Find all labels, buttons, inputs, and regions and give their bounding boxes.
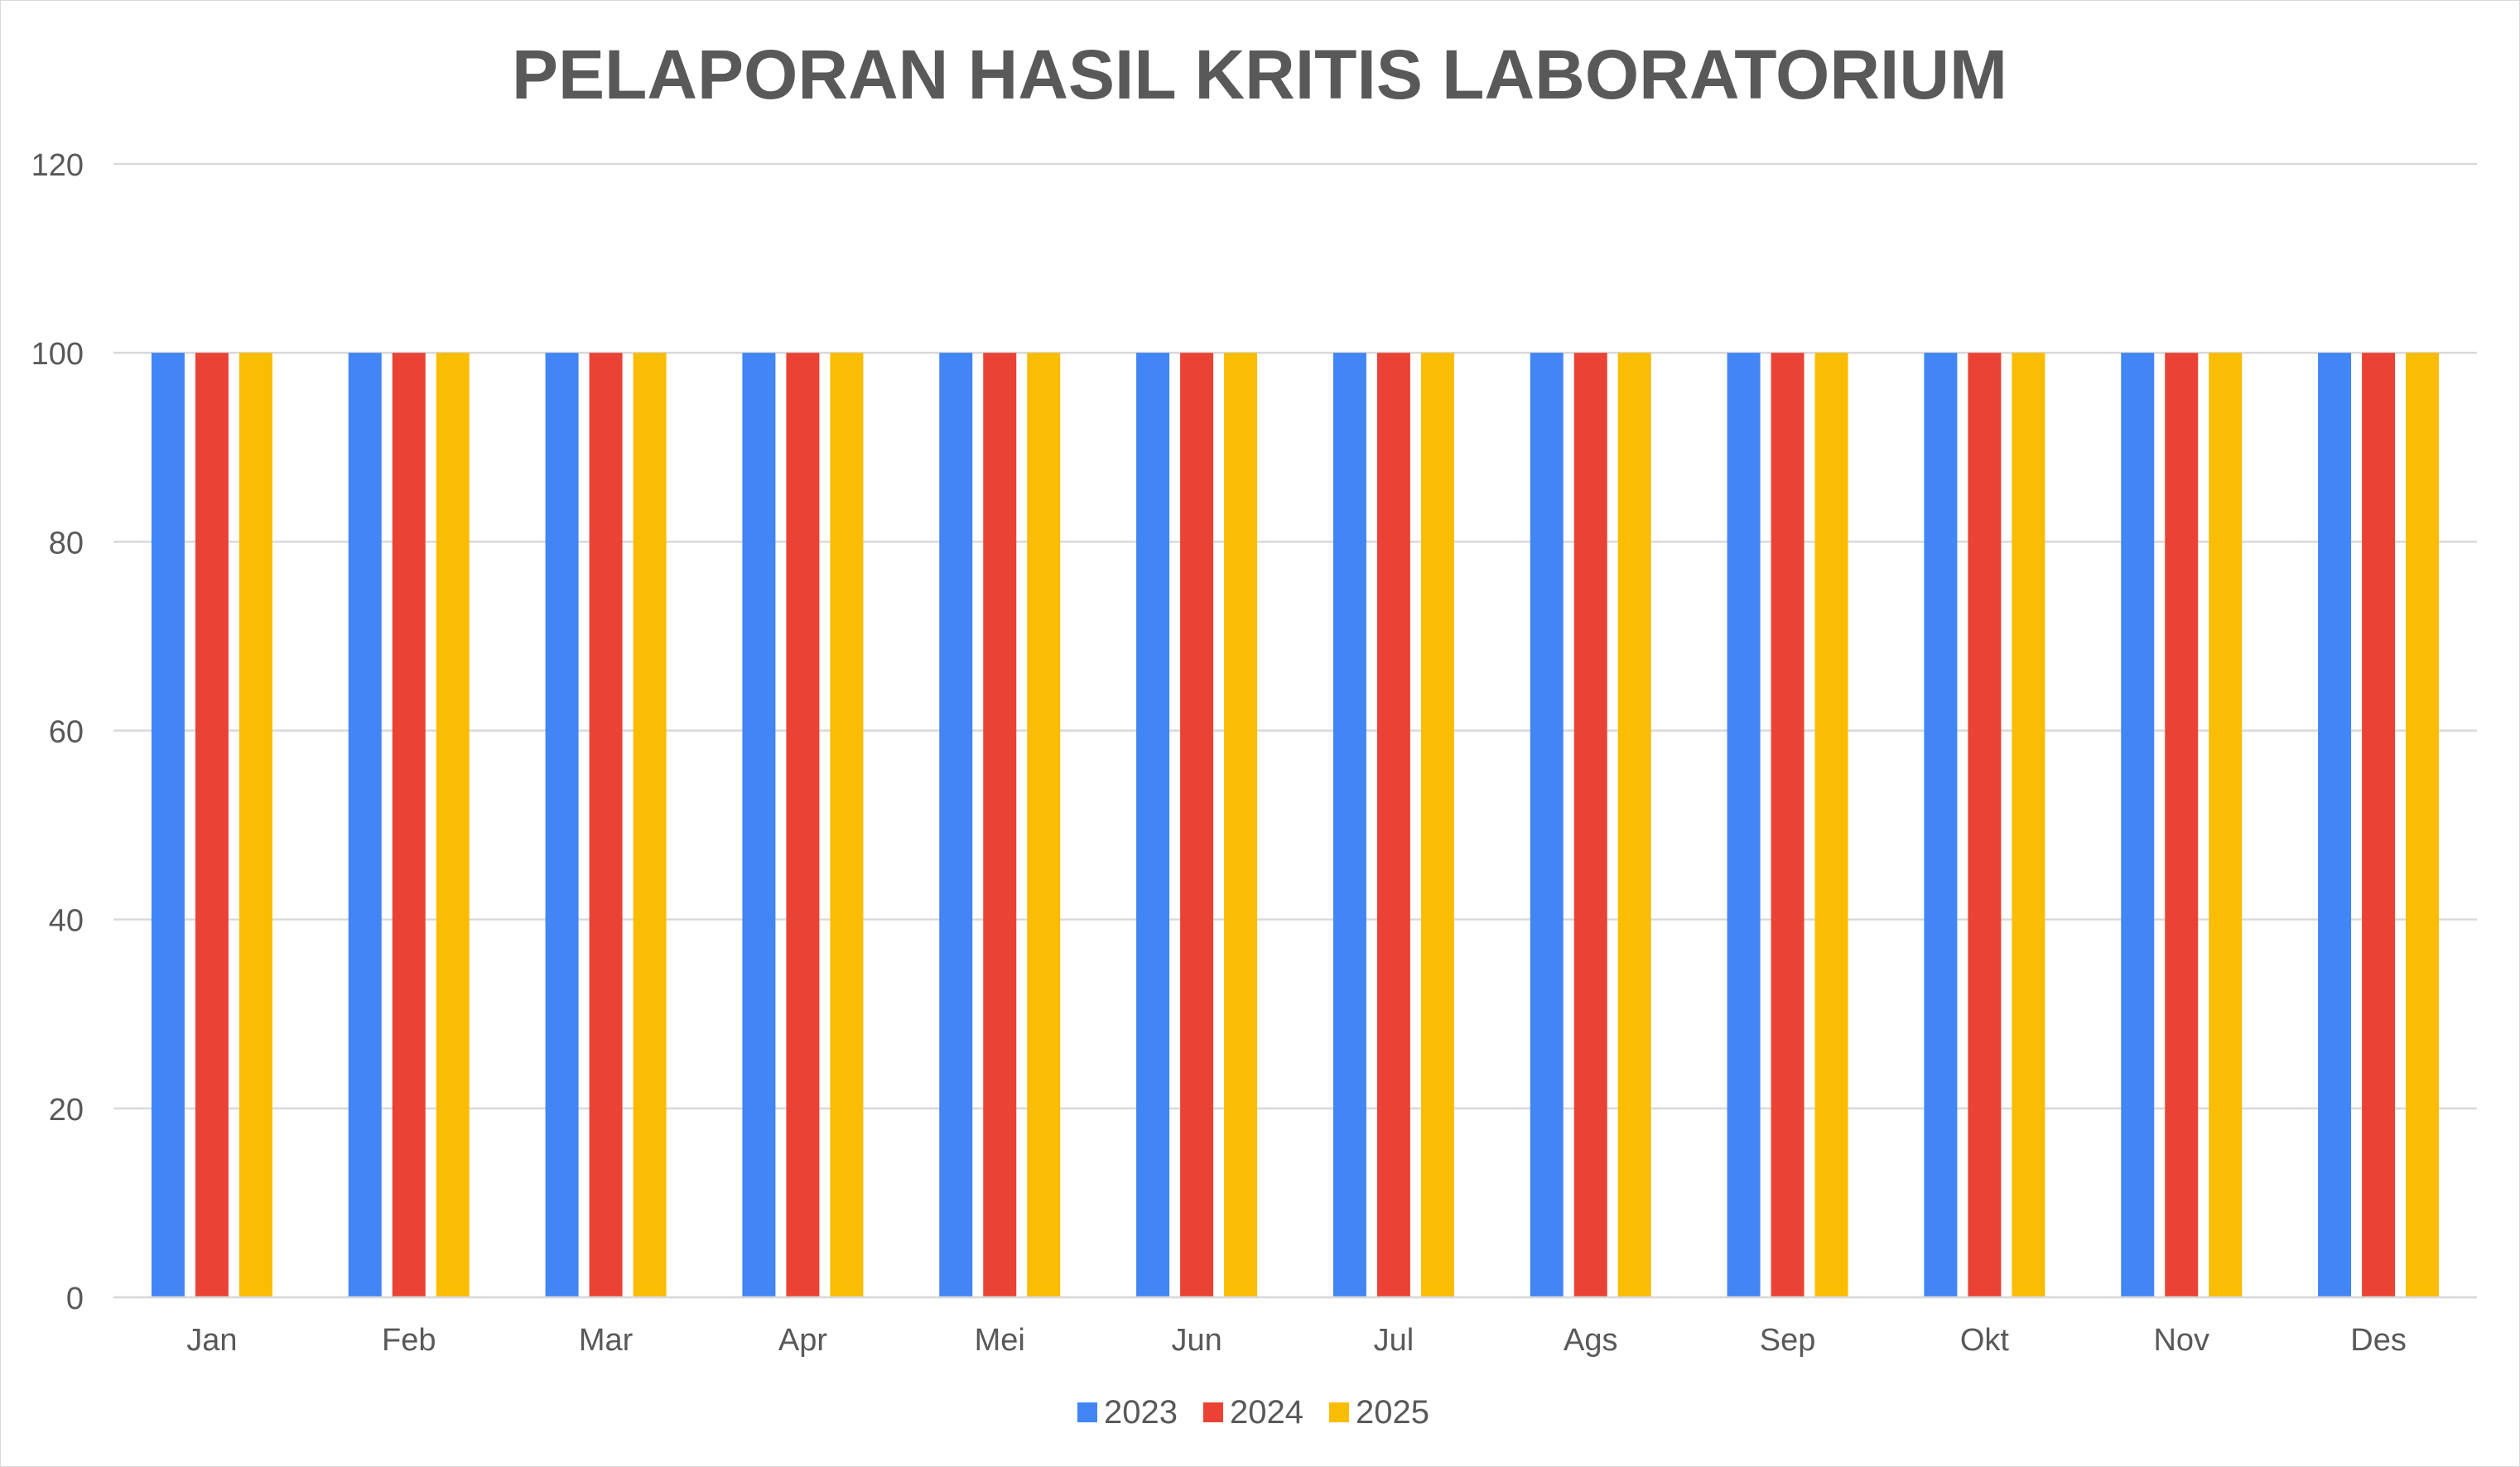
bar-2024-Mei xyxy=(983,353,1017,1298)
y-tick-label: 20 xyxy=(49,1093,84,1128)
bar-2023-Jun xyxy=(1136,353,1170,1298)
bar-2023-Mei xyxy=(939,353,973,1298)
x-tick-label: Jan xyxy=(186,1323,237,1358)
bar-2024-Jan xyxy=(195,353,229,1298)
y-tick-label: 60 xyxy=(49,715,84,750)
y-tick-label: 120 xyxy=(31,148,84,183)
bar-2025-Feb xyxy=(436,353,470,1298)
bar-2023-Okt xyxy=(1924,353,1958,1298)
bar-2023-Feb xyxy=(348,353,382,1298)
y-axis-ticks: 0 20 40 60 80 100 120 xyxy=(31,148,84,1316)
x-tick-label: Des xyxy=(2350,1323,2407,1358)
bar-2023-Jul xyxy=(1332,353,1366,1298)
legend: 2023 2024 2025 xyxy=(1077,1394,1429,1431)
y-tick-label: 100 xyxy=(31,337,84,372)
bar-2025-Mei xyxy=(1027,353,1061,1298)
bar-2025-Jul xyxy=(1420,353,1454,1298)
bar-2025-Ags xyxy=(1617,353,1651,1298)
bar-2024-Mar xyxy=(589,353,623,1298)
legend-swatch-2024 xyxy=(1203,1402,1223,1422)
bar-2025-Mar xyxy=(633,353,667,1298)
x-tick-label: Mar xyxy=(579,1323,634,1358)
bar-2024-Nov xyxy=(2165,353,2199,1298)
x-tick-label: Sep xyxy=(1760,1323,1816,1358)
legend-label: 2023 xyxy=(1104,1394,1178,1431)
bar-2025-Nov xyxy=(2209,353,2243,1298)
legend-swatch-2025 xyxy=(1329,1402,1349,1422)
legend-label: 2025 xyxy=(1356,1394,1429,1431)
bar-2024-Sep xyxy=(1771,353,1804,1298)
bar-2023-Nov xyxy=(2121,353,2155,1298)
x-tick-label: Jul xyxy=(1374,1323,1414,1358)
bar-2023-Apr xyxy=(742,353,776,1298)
bar-2025-Sep xyxy=(1814,353,1848,1298)
x-tick-label: Apr xyxy=(778,1323,827,1358)
x-tick-label: Jun xyxy=(1171,1323,1221,1358)
x-tick-label: Ags xyxy=(1564,1323,1617,1358)
y-tick-label: 80 xyxy=(49,526,84,560)
y-tick-label: 0 xyxy=(66,1282,84,1316)
bar-2025-Jun xyxy=(1224,353,1258,1298)
legend-swatch-2023 xyxy=(1077,1402,1097,1422)
bar-2025-Apr xyxy=(830,353,864,1298)
x-tick-label: Okt xyxy=(1960,1323,2010,1358)
bar-2023-Ags xyxy=(1530,353,1564,1298)
bar-2025-Okt xyxy=(2012,353,2045,1298)
gridlines xyxy=(113,162,2477,1299)
bar-2024-Des xyxy=(2362,353,2396,1298)
bar-2025-Des xyxy=(2406,353,2440,1298)
bar-2024-Feb xyxy=(392,353,426,1298)
x-tick-label: Nov xyxy=(2153,1323,2209,1358)
bar-2024-Ags xyxy=(1573,353,1607,1298)
chart-title: PELAPORAN HASIL KRITIS LABORATORIUM xyxy=(512,36,2007,113)
x-tick-label: Mei xyxy=(975,1323,1025,1358)
bar-2024-Jun xyxy=(1180,353,1214,1298)
bars xyxy=(151,353,2440,1298)
bar-2023-Mar xyxy=(545,353,579,1298)
bar-2023-Sep xyxy=(1727,353,1761,1298)
legend-label: 2024 xyxy=(1230,1394,1303,1431)
bar-2025-Jan xyxy=(239,353,272,1298)
bar-2023-Jan xyxy=(151,353,185,1298)
bar-2024-Jul xyxy=(1376,353,1410,1298)
bar-2024-Apr xyxy=(786,353,820,1298)
x-axis-ticks: Jan Feb Mar Apr Mei Jun Jul Ags Sep Okt Nov Des xyxy=(113,1296,2477,1358)
y-tick-label: 40 xyxy=(49,904,84,939)
bar-2023-Des xyxy=(2318,353,2352,1298)
bar-2024-Okt xyxy=(1968,353,2002,1298)
x-tick-label: Feb xyxy=(382,1323,436,1358)
